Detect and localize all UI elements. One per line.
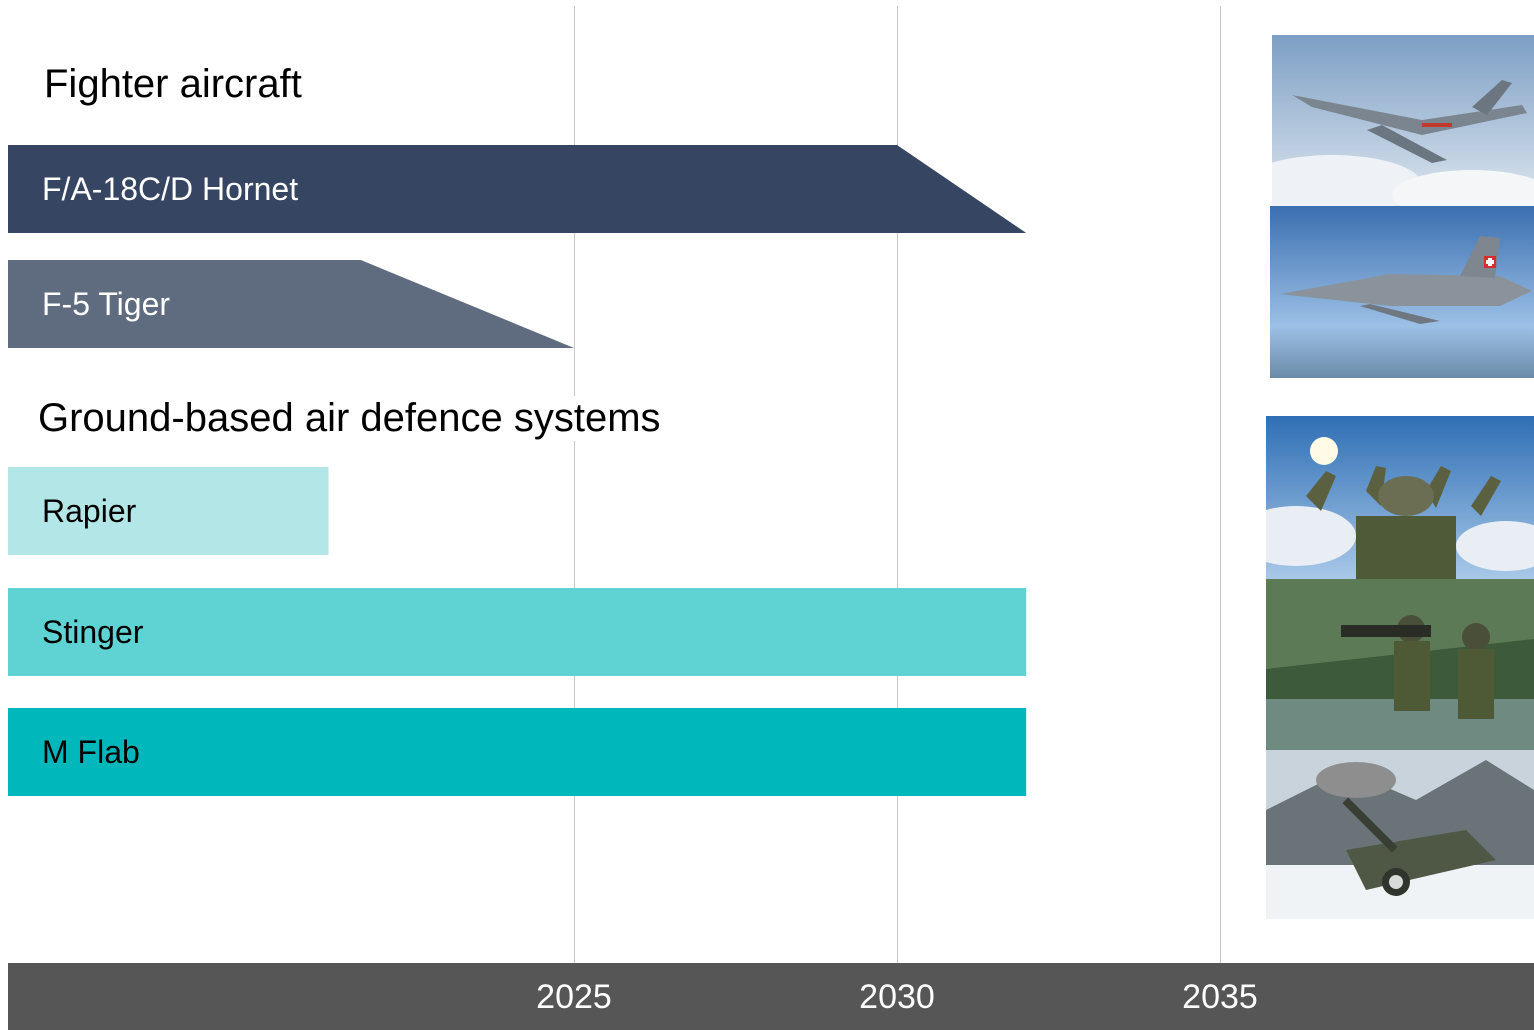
bar-stinger: Stinger <box>8 588 1029 676</box>
x-tick-label-2035: 2035 <box>1182 978 1258 1016</box>
bar-label-f-5-tiger: F-5 Tiger <box>42 286 171 322</box>
gridline-2025 <box>574 6 575 964</box>
bar-shape-f-5-tiger <box>8 260 574 348</box>
group-title-ground-based-air-defence: Ground-based air defence systems <box>38 396 665 441</box>
group-title-fighter-aircraft: Fighter aircraft <box>44 62 302 106</box>
bar-label-f-a-18c-d-hornet: F/A-18C/D Hornet <box>42 171 299 207</box>
bar-f-5-tiger: F-5 Tiger <box>8 260 576 348</box>
bar-shape-rapier <box>8 467 329 555</box>
bar-rapier: Rapier <box>8 467 331 555</box>
gridline-2030 <box>897 6 898 964</box>
bar-shape-f-a-18c-d-hornet <box>8 145 1027 233</box>
rapier-launcher-photo <box>1266 416 1534 579</box>
f5-tiger-photo <box>1270 206 1534 378</box>
bar-shape-stinger <box>8 588 1027 676</box>
stinger-soldiers-photo <box>1266 579 1534 750</box>
bar-label-m-flab: M Flab <box>42 734 140 770</box>
x-tick-label-2025: 2025 <box>536 978 612 1016</box>
bar-label-rapier: Rapier <box>42 493 137 529</box>
fa18-hornet-photo <box>1272 35 1534 206</box>
m-flab-gun-photo <box>1266 750 1534 919</box>
bar-f-a-18c-d-hornet: F/A-18C/D Hornet <box>8 145 1029 233</box>
bar-shape-m-flab <box>8 708 1027 796</box>
bar-m-flab: M Flab <box>8 708 1029 796</box>
x-tick-label-2030: 2030 <box>859 978 935 1016</box>
x-axis-band <box>8 963 1534 1030</box>
bar-label-stinger: Stinger <box>42 614 144 650</box>
gridline-2035 <box>1220 6 1221 964</box>
